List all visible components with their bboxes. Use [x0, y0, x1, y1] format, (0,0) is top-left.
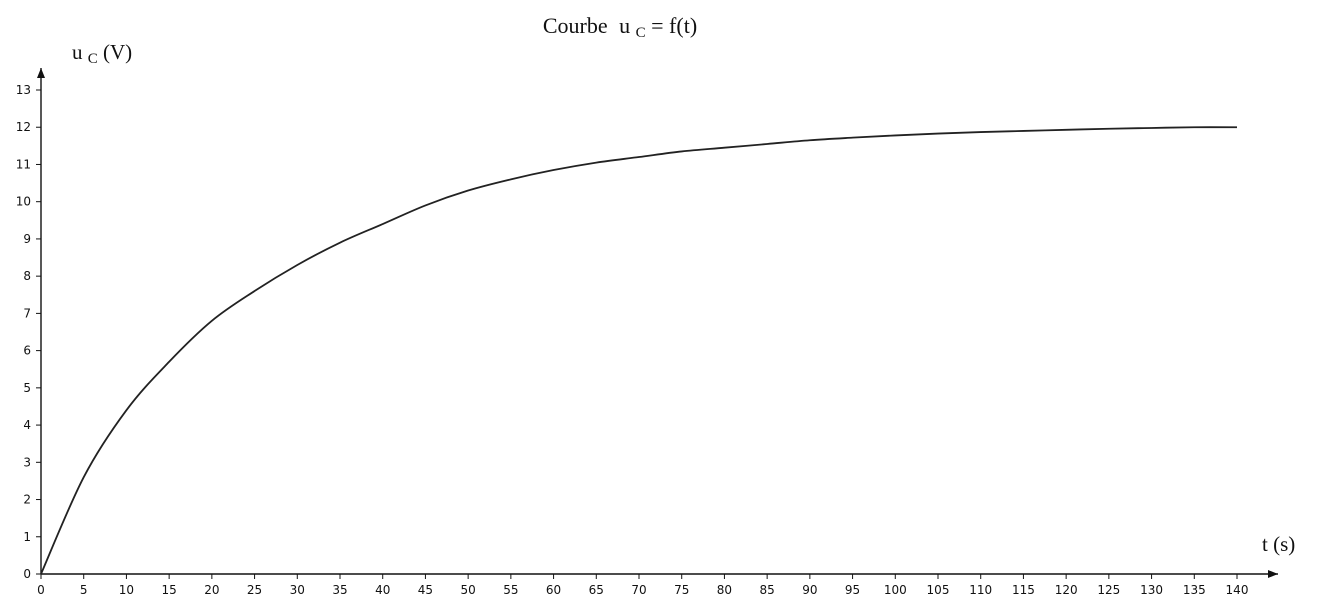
y-tick-label: 8	[23, 269, 31, 283]
chart-title-subscript: C	[636, 25, 646, 41]
x-tick-label: 65	[589, 583, 604, 597]
chart-title-word: Courbe	[543, 13, 608, 38]
x-tick-label: 35	[332, 583, 347, 597]
x-tick-label: 55	[503, 583, 518, 597]
x-tick-label: 15	[162, 583, 177, 597]
x-tick-label: 85	[760, 583, 775, 597]
x-tick-label: 50	[461, 583, 476, 597]
x-tick-label: 80	[717, 583, 732, 597]
x-tick-label: 110	[969, 583, 992, 597]
x-tick-label: 45	[418, 583, 433, 597]
x-tick-label: 70	[631, 583, 646, 597]
y-tick-label: 13	[16, 83, 31, 97]
y-axis-label-subscript: C	[88, 51, 98, 67]
x-tick-label: 95	[845, 583, 860, 597]
y-tick-label: 3	[23, 455, 31, 469]
x-tick-label: 5	[80, 583, 88, 597]
x-tick-label: 20	[204, 583, 219, 597]
x-tick-label: 30	[290, 583, 305, 597]
x-ticks: 0 5 10 15 20 25 30 35 40 45 50 55 60 65 70 75 80 85 90 95 10…	[37, 574, 1248, 597]
x-tick-label: 125	[1097, 583, 1120, 597]
y-axis-label-base: u	[72, 40, 83, 64]
x-tick-label: 25	[247, 583, 262, 597]
y-tick-label: 10	[16, 195, 31, 209]
series-line	[40, 126, 1238, 575]
y-axis-arrow-icon	[37, 68, 45, 78]
y-tick-label: 4	[23, 418, 31, 432]
y-tick-label: 1	[23, 530, 31, 544]
x-axis-arrow-icon	[1268, 570, 1278, 578]
x-tick-label: 75	[674, 583, 689, 597]
y-tick-label: 11	[16, 157, 31, 171]
x-tick-label: 115	[1012, 583, 1035, 597]
y-tick-label: 5	[23, 381, 31, 395]
series-group	[40, 126, 1238, 575]
y-axis-label-rest: (V)	[103, 40, 132, 64]
x-tick-label: 90	[802, 583, 817, 597]
x-axis-label: t (s)	[1262, 532, 1295, 556]
y-tick-label: 6	[23, 344, 31, 358]
chart-title: Courbe u C = f(t)	[543, 13, 697, 42]
x-tick-label: 10	[119, 583, 134, 597]
axes	[37, 68, 1278, 578]
y-tick-label: 12	[16, 120, 31, 134]
y-tick-label: 9	[23, 232, 31, 246]
y-tick-label: 7	[23, 306, 31, 320]
chart-title-rest: = f(t)	[651, 13, 697, 38]
x-tick-label: 100	[884, 583, 907, 597]
x-tick-label: 105	[927, 583, 950, 597]
x-tick-label: 120	[1055, 583, 1078, 597]
y-axis-label: u C (V)	[72, 40, 132, 68]
chart-title-base: u	[619, 13, 630, 38]
x-tick-label: 40	[375, 583, 390, 597]
x-tick-label: 140	[1226, 583, 1249, 597]
x-tick-label: 130	[1140, 583, 1163, 597]
x-tick-label: 0	[37, 583, 45, 597]
x-tick-label: 60	[546, 583, 561, 597]
y-tick-label: 2	[23, 493, 31, 507]
y-tick-label: 0	[23, 567, 31, 581]
x-tick-label: 135	[1183, 583, 1206, 597]
